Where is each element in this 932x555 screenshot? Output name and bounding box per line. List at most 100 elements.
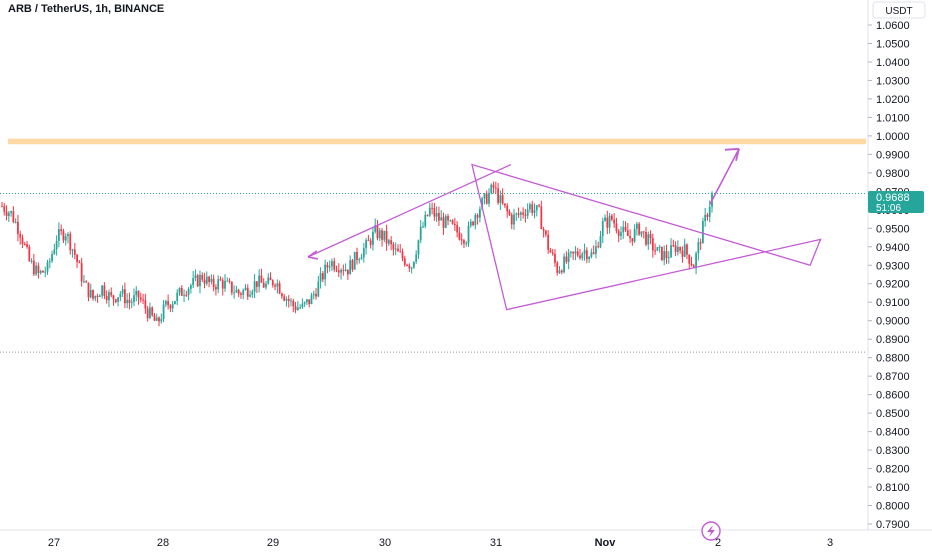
candle	[613, 213, 616, 228]
lightning-bolt-icon[interactable]	[701, 521, 721, 541]
candle	[230, 281, 233, 296]
current-price-badge: 0.9688 51:06	[868, 191, 924, 214]
candle	[187, 287, 190, 301]
left-arrow-head	[307, 250, 319, 260]
candle	[499, 190, 502, 210]
candle	[433, 202, 436, 221]
price-axis[interactable]: 1.0600 1.0500 1.0400 1.0300 1.0200 1.0100 1.00…	[868, 20, 910, 531]
candle	[369, 238, 372, 249]
candle	[146, 305, 149, 322]
candle	[351, 258, 354, 272]
candle	[695, 251, 697, 275]
candle	[401, 248, 404, 262]
y-tick-label: 0.8700	[876, 371, 910, 383]
candle	[554, 248, 556, 267]
candle	[192, 271, 195, 289]
candle	[626, 222, 629, 237]
candle	[283, 293, 286, 302]
candle	[547, 230, 550, 254]
candle	[465, 240, 468, 247]
y-tick-label: 1.0600	[876, 20, 910, 32]
candle	[67, 232, 69, 244]
candle	[169, 304, 172, 312]
y-tick-label: 0.8200	[876, 464, 910, 476]
candle	[42, 270, 44, 273]
candle	[346, 269, 349, 280]
candle	[431, 202, 433, 215]
currency-button[interactable]	[872, 1, 926, 19]
candle	[244, 284, 247, 291]
candle	[661, 246, 663, 262]
candle	[114, 298, 117, 304]
candle	[51, 250, 53, 264]
candle	[656, 246, 659, 251]
candle	[119, 291, 122, 302]
candle	[679, 246, 682, 254]
candle	[378, 227, 381, 242]
candle	[706, 212, 709, 221]
candle	[688, 254, 691, 270]
candle	[10, 210, 13, 217]
candle	[581, 252, 584, 261]
candle	[622, 220, 625, 239]
candle	[89, 283, 92, 299]
candle	[681, 246, 684, 263]
candle	[424, 210, 427, 229]
candle	[235, 285, 238, 293]
candle	[636, 222, 638, 236]
candle	[478, 206, 481, 223]
candle	[224, 274, 226, 292]
candle	[415, 250, 418, 265]
target-arrow-line[interactable]	[709, 148, 740, 205]
candle	[337, 263, 340, 278]
candle	[233, 285, 236, 299]
candles	[1, 181, 713, 327]
candle	[205, 271, 208, 286]
candle	[221, 277, 224, 296]
candle	[387, 238, 390, 247]
countdown-label: 51:06	[876, 203, 901, 214]
candle	[704, 208, 707, 227]
candle	[317, 276, 320, 298]
candle	[308, 299, 311, 308]
candle	[105, 290, 108, 304]
candle	[164, 299, 167, 308]
candle	[406, 263, 408, 267]
candle	[595, 240, 597, 259]
candle	[189, 283, 192, 294]
candle	[294, 301, 297, 314]
candle	[515, 212, 518, 221]
candle	[538, 203, 540, 208]
time-axis[interactable]: 27 28 29 30 31 Nov 2 3	[48, 537, 833, 549]
candle	[319, 267, 322, 289]
candle	[203, 272, 206, 289]
candle	[253, 274, 256, 299]
candle	[451, 219, 454, 225]
candle	[663, 245, 666, 266]
diamond-pattern[interactable]	[471, 163, 822, 311]
candle	[3, 202, 6, 216]
candle	[271, 279, 274, 288]
candle	[30, 258, 33, 264]
candle	[597, 241, 600, 249]
left-arrow-line[interactable]	[307, 163, 512, 258]
candle	[101, 284, 104, 299]
candle	[647, 231, 650, 251]
pattern-drawings[interactable]	[307, 147, 822, 311]
y-tick-label: 0.8100	[876, 482, 910, 494]
candle	[335, 265, 338, 273]
candle	[265, 280, 267, 290]
candle	[103, 282, 106, 300]
y-tick-label: 0.9500	[876, 223, 910, 235]
candle	[1, 201, 3, 208]
candle	[508, 209, 511, 216]
candle	[440, 210, 443, 221]
candle	[385, 224, 388, 251]
candle	[610, 213, 613, 222]
candle	[281, 292, 283, 299]
candle	[565, 251, 568, 264]
candle	[444, 214, 447, 229]
candle	[226, 277, 229, 282]
